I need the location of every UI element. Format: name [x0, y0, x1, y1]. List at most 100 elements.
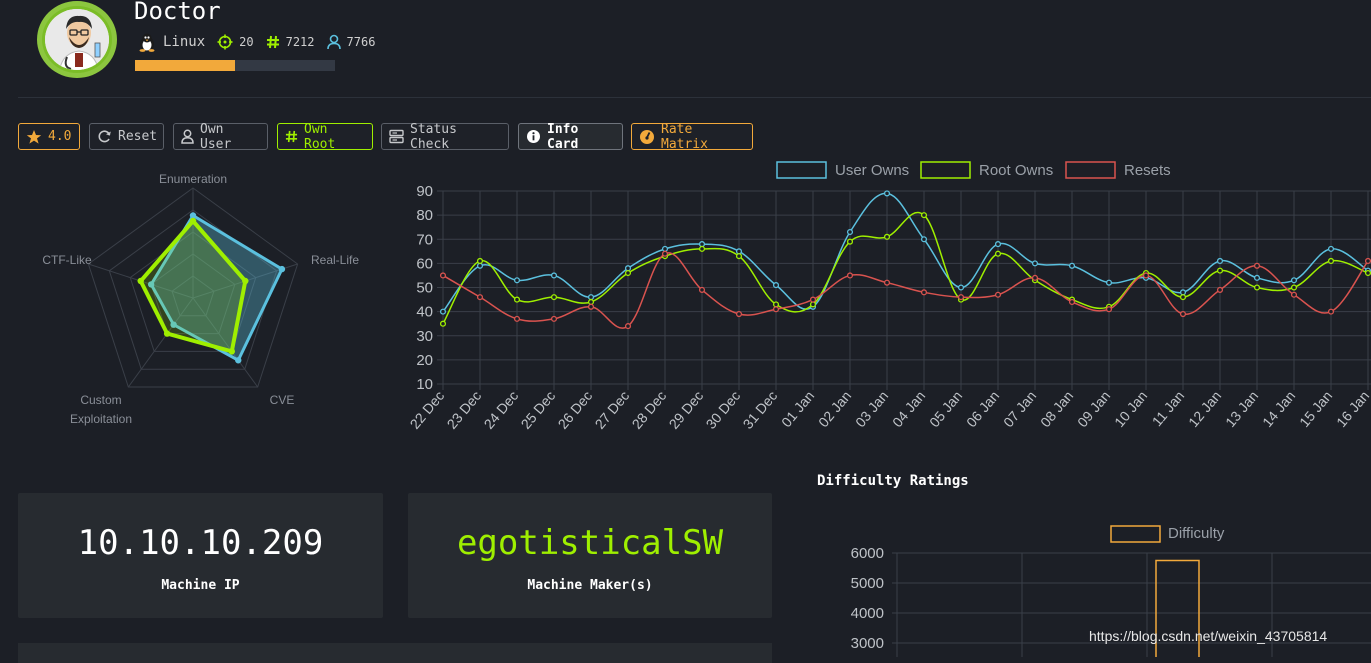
legend-label: Root Owns: [979, 162, 1053, 179]
radar-series-users: [138, 217, 248, 354]
own-root-label: Own Root: [304, 121, 336, 152]
y-tick-label: 20: [416, 352, 433, 369]
x-tick-label: 31 Dec: [740, 388, 781, 432]
machine-ip-value: 10.10.10.209: [77, 523, 324, 563]
user-icon: [181, 129, 194, 144]
header-divider: [18, 97, 1371, 98]
machine-points: 20: [239, 35, 254, 49]
rate-matrix-button[interactable]: Rate Matrix: [631, 122, 753, 152]
x-tick-label: 24 Dec: [481, 388, 522, 432]
series-point-2: [735, 310, 743, 318]
series-point-2: [476, 294, 484, 301]
y-tick-label: 90: [416, 183, 433, 200]
reset-button[interactable]: Reset: [89, 123, 164, 150]
watermark: https://blog.csdn.net/weixin_43705814: [1089, 628, 1328, 644]
series-point-1: [1253, 284, 1261, 291]
x-tick-label: 16 Jan: [1333, 388, 1371, 430]
series-point-2: [883, 279, 891, 286]
y-tick-label: 80: [416, 207, 433, 224]
rating-button[interactable]: 4.0: [18, 123, 80, 150]
series-point-2: [1068, 298, 1076, 306]
x-tick-label: 23 Dec: [444, 388, 485, 432]
refresh-icon: [98, 130, 111, 143]
series-point-1: [1327, 257, 1335, 265]
series-point-1: [1216, 267, 1224, 274]
y-tick-label: 3000: [851, 635, 884, 652]
series-point-1: [883, 233, 891, 240]
rating-radar-chart: Enumeration Real-Life CVE Custom Exploitatio…: [42, 172, 359, 426]
radar-point: [170, 321, 177, 328]
series-point-1: [994, 250, 1002, 257]
series-point-1: [624, 269, 632, 277]
series-point-0: [476, 262, 484, 269]
x-tick-label: 27 Dec: [592, 388, 633, 432]
own-root-button[interactable]: Own Root: [277, 121, 373, 152]
legend-swatch-difficulty: [1110, 525, 1161, 543]
series-point-1: [476, 257, 484, 265]
machine-avatar: [37, 1, 117, 78]
series-point-1: [439, 320, 447, 327]
own-user-label: Own User: [200, 121, 232, 152]
x-tick-label: 13 Jan: [1222, 388, 1261, 430]
x-tick-label: 06 Jan: [963, 388, 1002, 430]
x-tick-label: 26 Dec: [555, 388, 596, 432]
series-point-2: [1142, 272, 1150, 279]
series-point-0: [1068, 262, 1076, 269]
info-card-button[interactable]: Info Card: [518, 122, 623, 152]
series-point-0: [883, 190, 891, 197]
series-point-1: [920, 212, 928, 219]
difficulty-bar: [1155, 559, 1200, 657]
x-tick-label: 30 Dec: [703, 388, 744, 432]
y-tick-label: 4000: [851, 605, 884, 622]
series-point-0: [698, 241, 706, 248]
series-point-2: [1290, 291, 1298, 298]
series-point-2: [809, 296, 817, 303]
series-point-0: [846, 228, 854, 236]
x-tick-label: 04 Jan: [889, 388, 928, 430]
series-point-0: [1031, 260, 1039, 267]
progress-fill: [135, 60, 235, 71]
x-tick-label: 01 Jan: [778, 388, 817, 430]
series-point-0: [735, 248, 743, 255]
radar-point: [189, 217, 197, 225]
radar-grid-ring: [129, 231, 257, 352]
radar-axis-line: [192, 297, 259, 388]
series-point-1: [735, 253, 743, 260]
x-tick-label: 28 Dec: [629, 388, 670, 432]
series-point-1: [587, 298, 595, 306]
radar-point: [147, 281, 155, 288]
radar-point: [163, 330, 171, 337]
x-tick-label: 11 Jan: [1149, 388, 1188, 430]
radar-grid-ring: [150, 253, 236, 335]
series-point-1: [550, 294, 558, 301]
y-tick-label: 6000: [851, 545, 884, 562]
status-check-button[interactable]: Status Check: [381, 121, 509, 152]
machine-ip-label: Machine IP: [161, 578, 240, 593]
y-tick-label: 70: [416, 231, 433, 248]
doctor-avatar-icon: [45, 9, 109, 70]
series-point-0: [1327, 245, 1335, 252]
machine-maker-value[interactable]: egotisticalSW: [456, 523, 724, 563]
series-point-2: [1364, 257, 1371, 265]
machine-progress-bar: [135, 60, 335, 71]
status-check-label: Status Check: [410, 121, 457, 152]
machine-maker-label: Machine Maker(s): [527, 578, 653, 593]
series-point-2: [1105, 306, 1113, 313]
radar-point: [278, 265, 286, 273]
linux-tux-icon: [139, 33, 155, 52]
x-tick-label: 25 Dec: [518, 388, 559, 432]
series-point-0: [550, 272, 558, 279]
series-point-2: [1179, 310, 1187, 318]
series-point-0: [920, 236, 928, 243]
series-point-0: [1105, 279, 1113, 286]
radar-point: [228, 348, 235, 355]
series-point-2: [1253, 262, 1261, 269]
series-point-0: [661, 245, 669, 252]
radar-point: [189, 212, 197, 219]
own-user-button[interactable]: Own User: [173, 121, 268, 152]
machine-user-owns: 7766: [346, 35, 376, 49]
star-icon: [26, 129, 42, 144]
series-point-0: [1290, 277, 1298, 284]
user-icon: [326, 34, 341, 50]
reset-label: Reset: [118, 129, 158, 144]
